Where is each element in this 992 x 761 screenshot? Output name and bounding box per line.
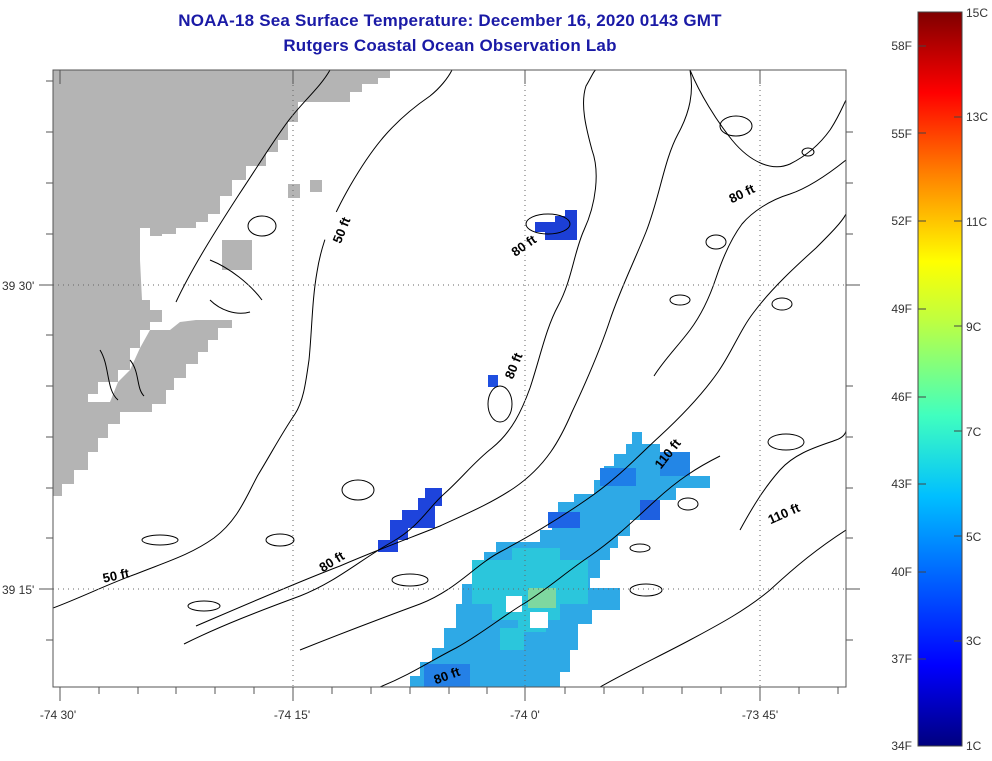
colorbar-c-label: 5C [966, 530, 982, 544]
map-panel: 50 ft 80 ft 80 ft 80 ft 80 ft 110 ft 110… [53, 70, 846, 687]
lat-label: 39 30' [2, 279, 34, 293]
sst-pixels [333, 210, 710, 687]
colorbar-f-label: 55F [891, 127, 912, 141]
lon-label: -74 0' [510, 708, 540, 722]
colorbar-c-label: 7C [966, 425, 982, 439]
colorbar-f-label: 58F [891, 39, 912, 53]
colorbar [917, 11, 963, 747]
colorbar-f-label: 52F [891, 214, 912, 228]
land-barrier-island [53, 320, 232, 496]
colorbar-f-label: 46F [891, 390, 912, 404]
lon-label: -74 30' [40, 708, 76, 722]
contour-label: 50 ft [101, 565, 131, 585]
colorbar-f-label: 40F [891, 565, 912, 579]
colorbar-c-label: 13C [966, 110, 988, 124]
colorbar-f-label: 43F [891, 477, 912, 491]
lon-label: -73 45' [742, 708, 778, 722]
lat-label: 39 15' [2, 583, 34, 597]
colorbar-f-label: 49F [891, 302, 912, 316]
map-subtitle: Rutgers Coastal Ocean Observation Lab [283, 36, 617, 55]
land-mass [53, 70, 333, 480]
colorbar-c-label: 1C [966, 739, 982, 753]
axis-ticks [39, 70, 860, 701]
colorbar-c-label: 11C [966, 215, 987, 229]
colorbar-f-label: 37F [891, 652, 912, 666]
colorbar-c-label: 9C [966, 320, 982, 334]
graticule [53, 70, 846, 687]
colorbar-ticks [918, 45, 962, 660]
colorbar-c-label: 3C [966, 634, 982, 648]
colorbar-c-label: 15C [966, 6, 988, 20]
land-peninsula [333, 70, 390, 102]
map-title: NOAA-18 Sea Surface Temperature: Decembe… [178, 11, 722, 30]
lon-label: -74 15' [274, 708, 310, 722]
bathymetry-contours [53, 70, 846, 687]
colorbar-f-label: 34F [891, 739, 912, 753]
